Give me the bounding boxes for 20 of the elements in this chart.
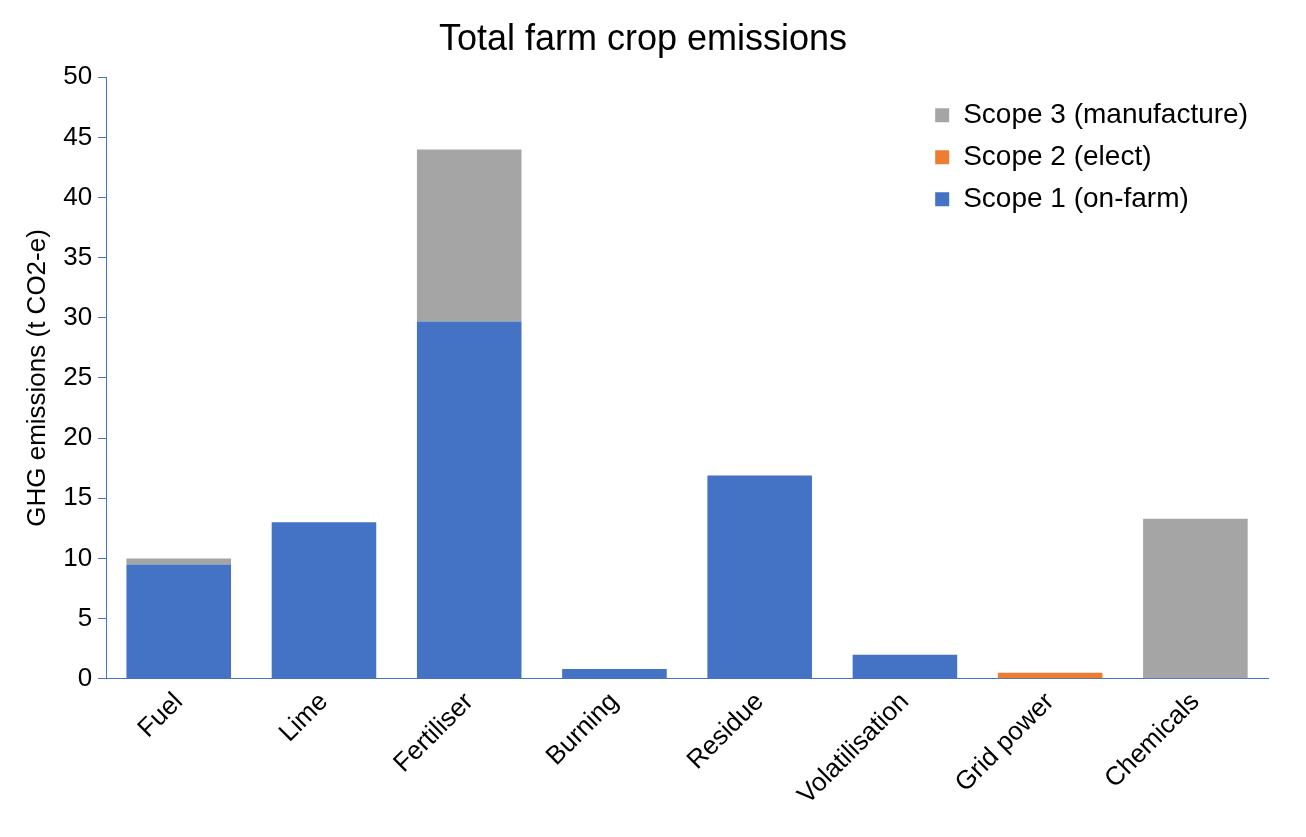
chart-title: Total farm crop emissions [438,16,848,58]
legend-label: Scope 1 (on-farm) [963,181,1189,213]
y-tick-label: 25 [63,361,93,392]
bar [126,558,232,565]
bar [416,149,522,322]
y-axis-title: GHG emissions (t CO2-e) [20,229,51,527]
y-tick-label: 5 [77,601,93,632]
legend-label: Scope 3 (manufacture) [963,97,1248,129]
y-tick-label: 50 [63,60,93,91]
bar [1143,518,1248,679]
y-tick-label: 10 [63,541,93,572]
y-tick-label: 0 [77,661,93,692]
y-tick-label: 35 [63,240,93,271]
legend-label: Scope 2 (elect) [963,139,1152,171]
bar [997,672,1103,679]
y-tick-label: 40 [63,180,93,211]
y-tick-label: 45 [63,120,93,151]
y-tick-label: 20 [63,421,93,452]
y-tick-label: 30 [63,300,93,331]
y-tick-label: 15 [63,481,93,512]
